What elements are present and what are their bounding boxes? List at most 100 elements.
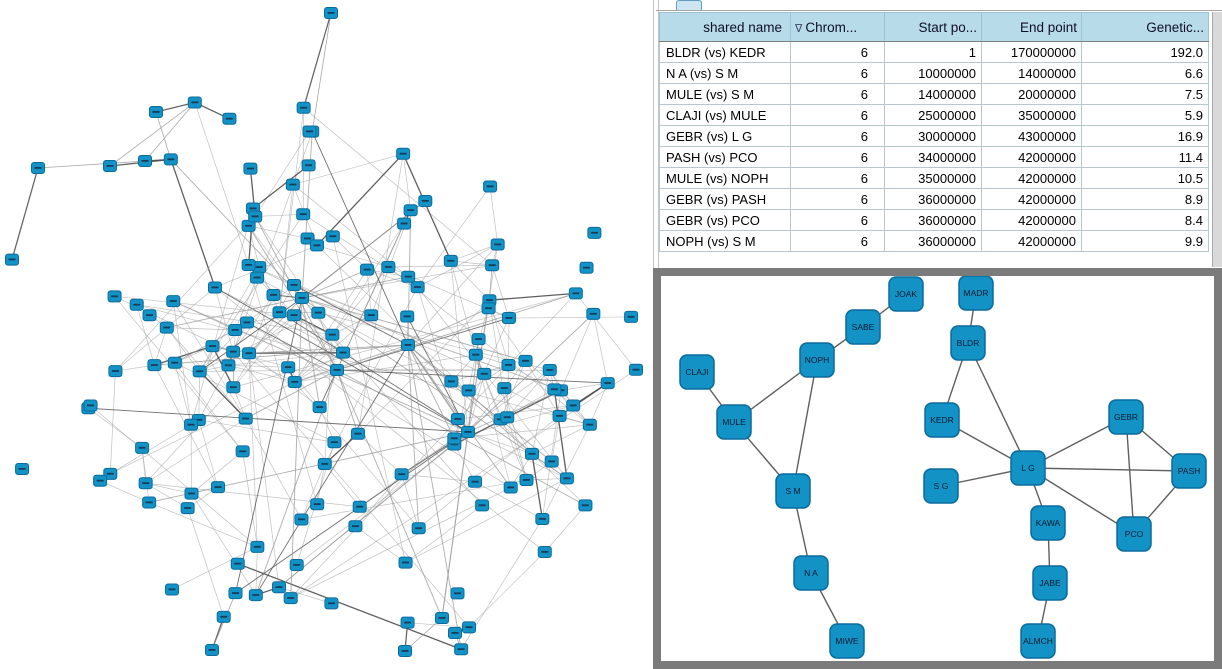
network-node[interactable] [578,499,593,512]
network-node[interactable] [518,354,533,367]
network-node[interactable] [135,441,150,454]
network-node[interactable]: PCO [1116,516,1152,552]
network-edge[interactable] [166,327,200,372]
network-node[interactable] [381,260,396,273]
network-edge[interactable] [336,369,608,384]
network-edge[interactable] [145,482,188,509]
network-edge[interactable] [237,563,462,650]
network-node[interactable] [401,339,415,351]
network-node[interactable] [287,309,302,322]
network-edge[interactable] [191,493,257,596]
network-node[interactable] [324,597,339,610]
network-node[interactable] [283,592,298,605]
network-edge[interactable] [388,266,591,426]
network-node[interactable] [500,411,515,424]
network-node[interactable]: CLAJI [679,354,715,390]
network-node[interactable] [542,364,557,377]
network-edge[interactable] [467,387,505,433]
network-edge[interactable] [170,159,216,288]
network-edge[interactable] [248,352,320,408]
table-cell[interactable]: 42000000 [981,188,1082,210]
network-edge[interactable] [316,245,389,268]
network-edge[interactable] [145,387,234,484]
network-edge[interactable] [198,365,229,421]
network-edge[interactable] [246,284,295,323]
network-node[interactable] [418,195,433,208]
network-edge[interactable] [278,586,332,604]
network-node[interactable] [547,383,562,396]
network-edge[interactable] [248,353,258,547]
network-edge[interactable] [407,344,462,650]
network-node[interactable] [296,208,311,221]
network-edge[interactable] [417,244,498,288]
network-edge[interactable] [336,292,576,371]
network-edge[interactable] [467,313,594,433]
network-node[interactable] [287,278,302,291]
table-cell[interactable]: MULE (vs) NOPH [659,167,791,189]
table-cell[interactable]: 6 [790,230,885,252]
network-node[interactable] [461,426,475,438]
table-cell[interactable]: 36000000 [884,209,982,231]
network-node[interactable] [228,587,243,600]
col-start-position[interactable]: Start po... [884,12,982,42]
network-node[interactable] [226,345,241,358]
network-node[interactable] [147,359,162,372]
network-edge[interactable] [136,304,590,426]
network-edge[interactable] [402,153,411,211]
network-node[interactable] [477,367,492,380]
network-node[interactable] [544,455,559,468]
network-edge[interactable] [468,551,546,628]
network-node[interactable] [5,253,19,266]
network-node[interactable]: MIWE [829,623,865,659]
network-node[interactable] [250,540,265,553]
network-edge[interactable] [155,111,172,160]
network-node[interactable]: S M [775,473,811,509]
network-edge[interactable] [114,296,243,452]
table-cell[interactable]: GEBR (vs) PASH [659,188,791,210]
network-edge[interactable] [316,463,326,505]
network-node[interactable] [434,611,449,624]
network-edge[interactable] [336,317,510,371]
network-edge[interactable] [235,431,469,594]
network-edge[interactable] [324,463,360,507]
table-cell[interactable]: 170000000 [981,41,1082,63]
network-edge[interactable] [255,344,409,596]
network-node[interactable] [364,309,379,322]
network-node[interactable] [461,384,476,397]
network-edge[interactable] [170,159,303,299]
network-node[interactable] [312,401,327,414]
network-edge[interactable] [406,316,469,433]
network-node[interactable] [248,210,263,223]
network-edge[interactable] [357,433,402,475]
network-node[interactable] [129,298,144,311]
network-node[interactable] [400,310,415,323]
network-edge[interactable] [110,381,295,475]
network-edge[interactable] [454,424,590,439]
network-node[interactable] [450,413,465,426]
network-edge[interactable] [290,487,511,599]
network-node[interactable] [192,365,207,378]
network-edge[interactable] [467,431,568,479]
network-edge[interactable] [336,369,443,619]
network-node[interactable] [450,587,465,600]
network-edge[interactable] [407,344,459,420]
network-edge[interactable] [551,415,560,462]
network-edge[interactable] [246,322,338,371]
network-node[interactable] [336,346,351,359]
network-edge[interactable] [491,265,510,319]
table-cell[interactable]: CLAJI (vs) MULE [659,104,791,126]
network-edge[interactable] [506,369,551,418]
network-edge[interactable] [294,334,333,383]
network-edge[interactable] [109,371,116,474]
network-edge[interactable] [504,387,560,417]
table-row[interactable]: GEBR (vs) L G 6 30000000 43000000 16.9 [659,125,1209,147]
network-node[interactable]: JABE [1032,565,1068,601]
network-node[interactable] [205,644,219,656]
network-edge[interactable] [401,474,419,529]
table-cell[interactable]: 36000000 [884,188,982,210]
network-edge[interactable] [407,622,470,628]
network-node[interactable] [468,348,483,361]
table-row[interactable]: PASH (vs) PCO 6 34000000 42000000 11.4 [659,146,1209,168]
table-cell[interactable]: 35000000 [884,167,982,189]
network-node[interactable] [519,473,534,486]
